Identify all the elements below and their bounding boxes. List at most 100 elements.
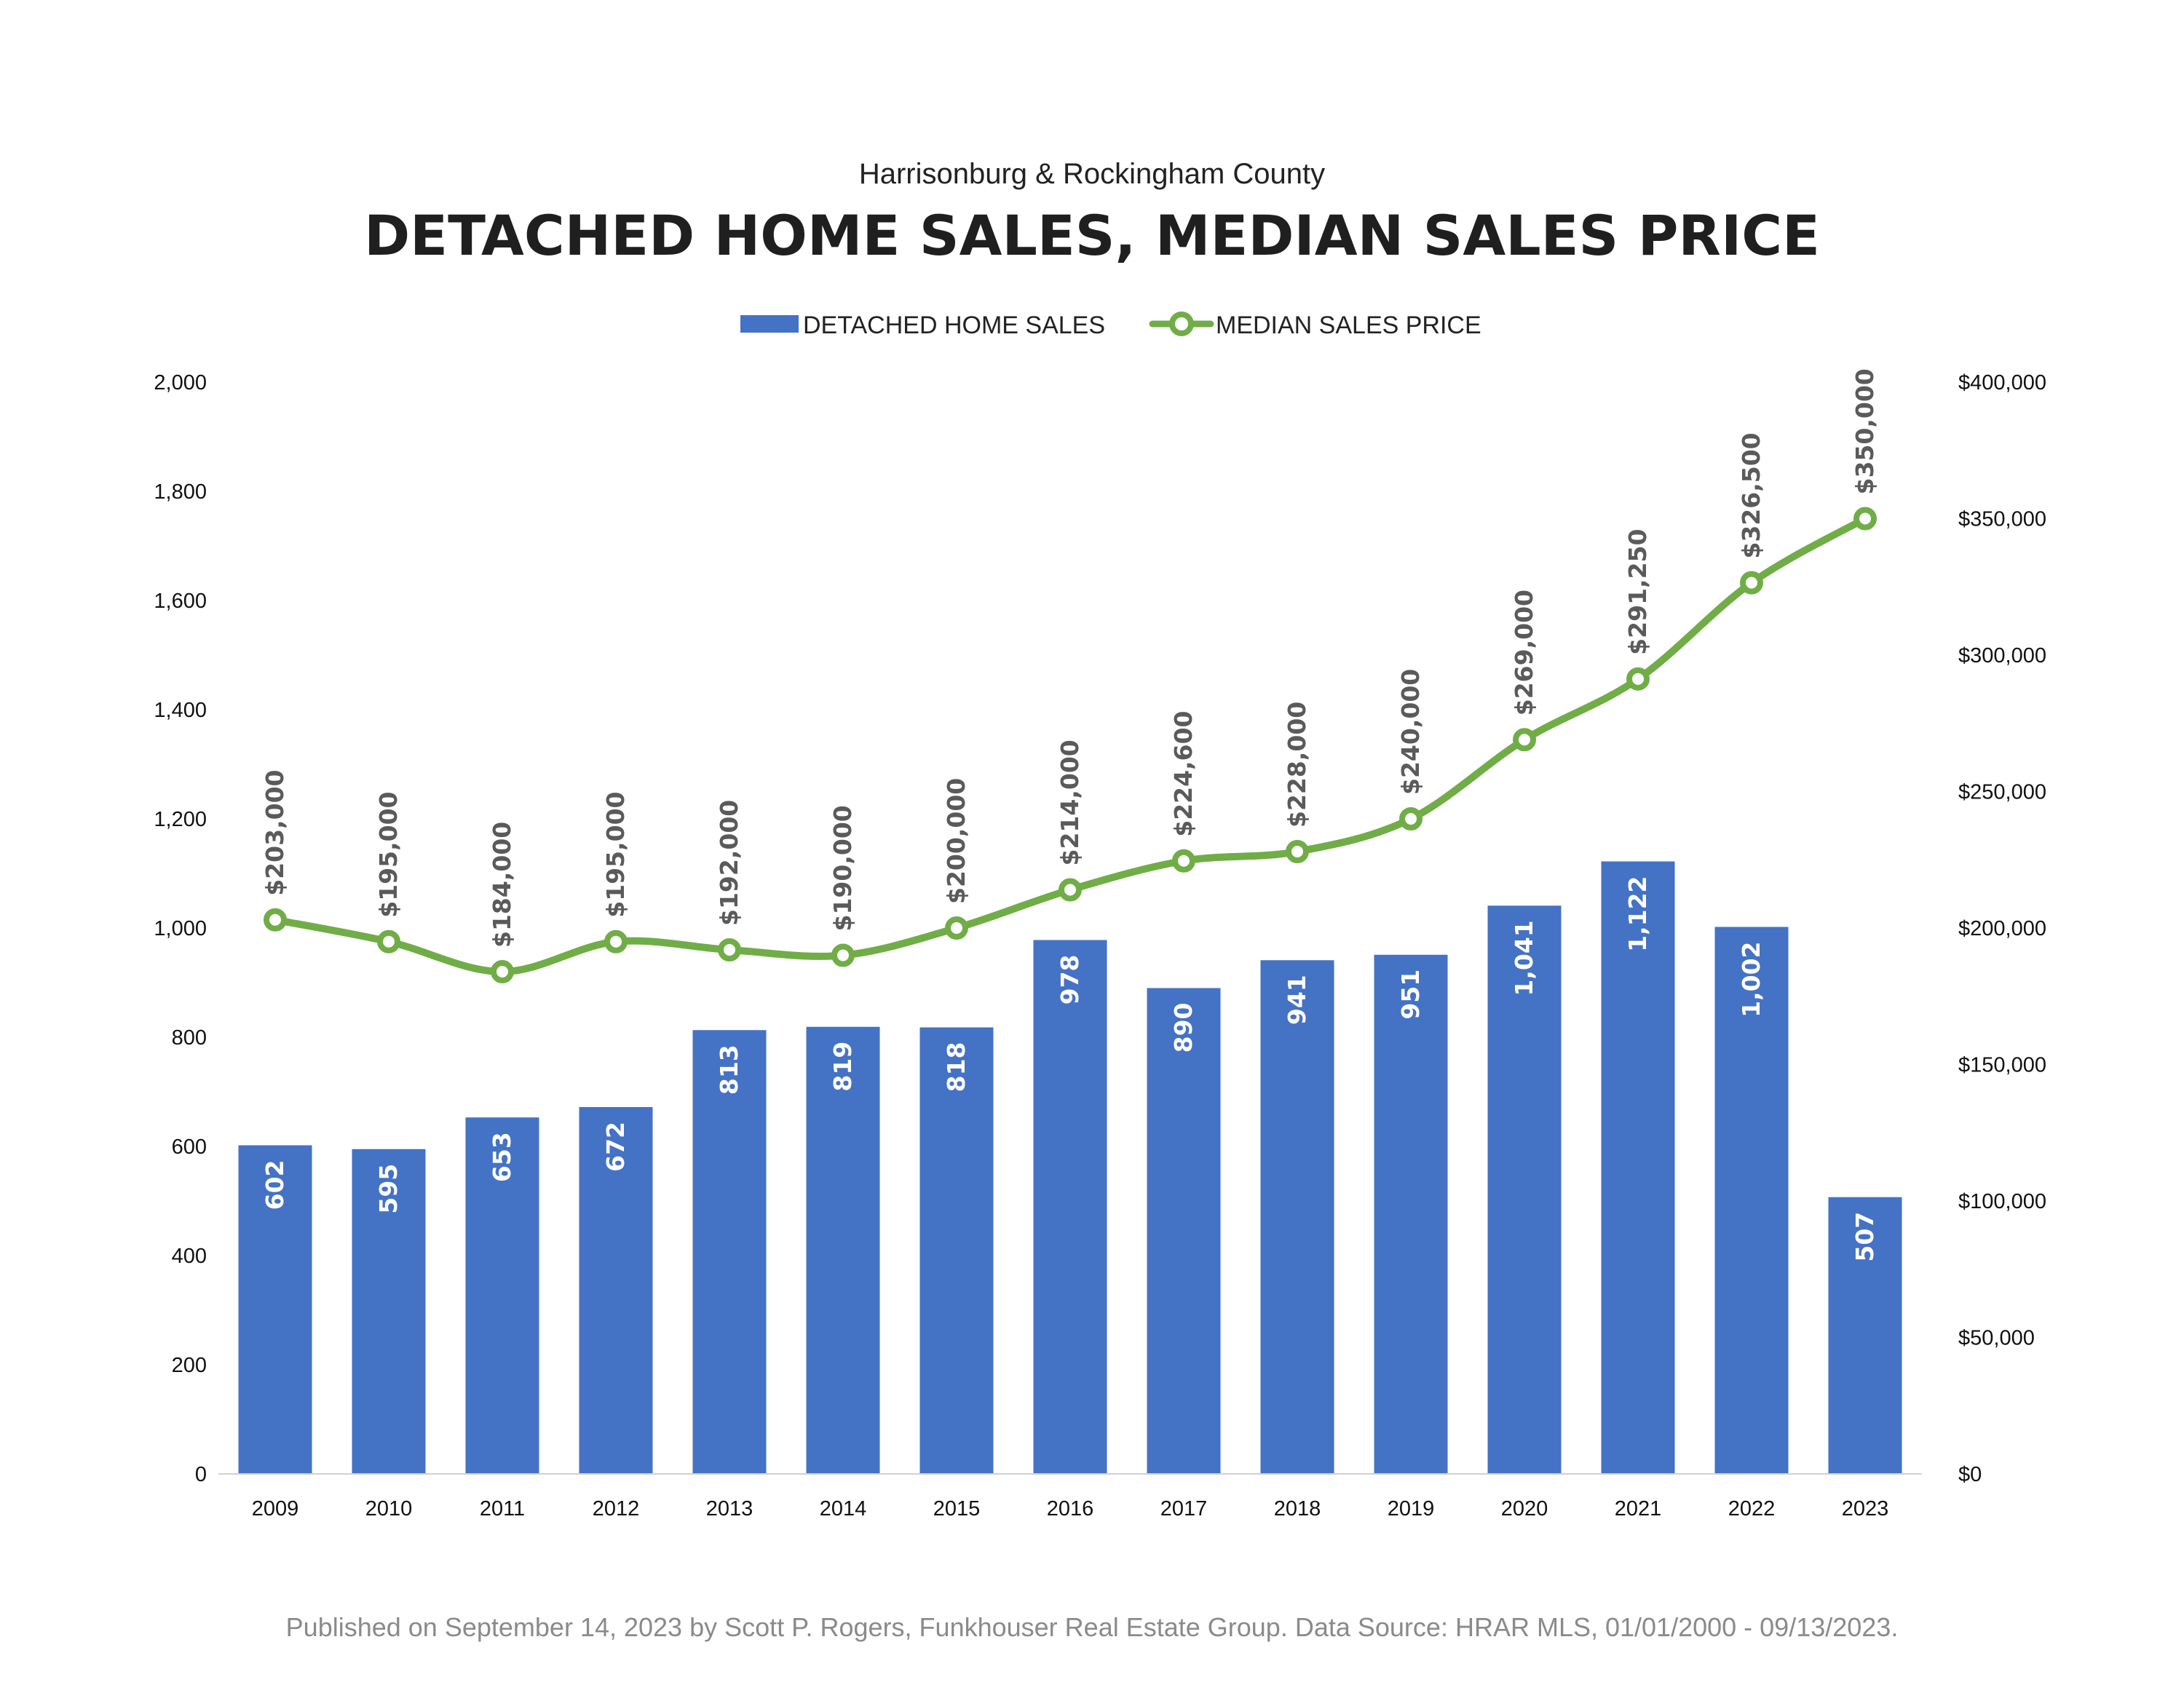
x-tick-label: 2009 — [252, 1497, 299, 1521]
line-series: $203,000 $195,000 $184,000 $195,000 $192,000… — [261, 368, 1879, 983]
y-right-tick-label: $100,000 — [1958, 1190, 2046, 1213]
legend-swatch-marker — [1169, 312, 1194, 336]
bar-data-label: 819 — [828, 1042, 857, 1092]
y-left-tick-label: 200 — [172, 1354, 207, 1377]
y-left-tick-label: 1,400 — [154, 699, 207, 722]
x-axis: 2009 2010 2011 2012 2013 2014 2015 2016 2017 2018… — [252, 1497, 1889, 1521]
line-marker-2009 — [264, 908, 287, 932]
line-data-label: $228,000 — [1283, 702, 1311, 828]
bar-2016 — [1033, 940, 1107, 1474]
bar-2021 — [1601, 861, 1675, 1474]
line-data-label: $192,000 — [715, 800, 743, 926]
bar-data-label: 941 — [1283, 975, 1311, 1025]
line-marker-2017 — [1172, 849, 1195, 873]
y-axis-right: $0 $50,000 $100,000 $150,000 $200,000 $250,00… — [1958, 371, 2046, 1486]
bar-2017 — [1147, 988, 1221, 1474]
bar-data-label: 818 — [942, 1042, 970, 1093]
y-right-tick-label: $400,000 — [1958, 371, 2046, 395]
y-left-tick-label: 400 — [172, 1245, 207, 1268]
x-tick-label: 2021 — [1615, 1497, 1662, 1521]
legend-label-bar: DETACHED HOME SALES — [803, 312, 1105, 339]
y-left-tick-label: 1,200 — [154, 808, 207, 831]
y-right-tick-label: $200,000 — [1958, 917, 2046, 940]
bar-2012 — [579, 1107, 653, 1474]
y-right-tick-label: $50,000 — [1958, 1327, 2035, 1350]
line-marker-2012 — [604, 929, 628, 953]
line-data-label: $195,000 — [601, 791, 630, 917]
y-left-tick-label: 1,000 — [154, 917, 207, 940]
bar-2018 — [1260, 960, 1334, 1474]
line-marker-2015 — [945, 916, 968, 940]
footer-source-note: Published on September 14, 2023 by Scott… — [286, 1612, 1899, 1642]
y-right-tick-label: $250,000 — [1958, 781, 2046, 804]
legend: DETACHED HOME SALES MEDIAN SALES PRICE — [740, 312, 1481, 339]
line-marker-2010 — [377, 929, 400, 953]
y-left-tick-label: 1,600 — [154, 590, 207, 613]
y-left-tick-label: 2,000 — [154, 371, 207, 395]
bar-data-label: 951 — [1396, 970, 1425, 1020]
y-right-tick-label: $150,000 — [1958, 1054, 2046, 1077]
bar-2023 — [1828, 1197, 1902, 1474]
bar-data-label: 602 — [261, 1160, 289, 1210]
line-data-label: $195,000 — [374, 791, 403, 917]
x-tick-label: 2011 — [480, 1497, 525, 1521]
line-marker-2018 — [1286, 840, 1309, 863]
line-marker-2013 — [718, 938, 741, 962]
bar-data-label: 978 — [1056, 955, 1084, 1005]
x-tick-label: 2018 — [1274, 1497, 1321, 1521]
line-marker-2021 — [1626, 667, 1650, 691]
line-data-label: $291,250 — [1623, 529, 1652, 655]
bar-2019 — [1374, 954, 1448, 1474]
x-tick-label: 2010 — [365, 1497, 413, 1521]
line-marker-2014 — [831, 943, 855, 967]
bar-data-label: 672 — [601, 1122, 630, 1172]
line-marker-2022 — [1740, 571, 1763, 595]
line-marker-2020 — [1513, 728, 1536, 752]
y-left-tick-label: 0 — [195, 1463, 207, 1486]
x-tick-label: 2013 — [706, 1497, 753, 1521]
line-marker-2016 — [1059, 878, 1082, 902]
bar-2013 — [692, 1030, 767, 1474]
line-marker-2019 — [1399, 807, 1423, 830]
bar-data-label: 653 — [488, 1132, 516, 1182]
y-left-tick-label: 1,800 — [154, 480, 207, 504]
x-tick-label: 2015 — [933, 1497, 981, 1521]
legend-label-line: MEDIAN SALES PRICE — [1216, 312, 1481, 339]
y-right-tick-label: $300,000 — [1958, 644, 2046, 667]
bar-series: 602 595 653 672 813 819 818 978 890 941 951 1,041 1,… — [238, 861, 1902, 1474]
chart-title: DETACHED HOME SALES, MEDIAN SALES PRICE — [364, 203, 1820, 268]
x-tick-label: 2023 — [1842, 1497, 1889, 1521]
x-tick-label: 2012 — [593, 1497, 640, 1521]
line-data-label: $350,000 — [1851, 368, 1879, 494]
y-right-tick-label: $350,000 — [1958, 508, 2046, 531]
bar-2015 — [919, 1027, 994, 1474]
x-tick-label: 2019 — [1388, 1497, 1435, 1521]
bar-data-label: 507 — [1851, 1212, 1879, 1262]
y-right-tick-label: $0 — [1958, 1463, 1982, 1486]
line-marker-2011 — [491, 960, 514, 983]
bar-2014 — [806, 1026, 880, 1474]
y-axis-left: 0 200 400 600 800 1,000 1,200 1,400 1,600 1,800 2,… — [154, 371, 207, 1486]
bar-data-label: 595 — [374, 1164, 403, 1214]
bar-data-label: 1,002 — [1737, 942, 1765, 1018]
bar-2022 — [1714, 927, 1789, 1474]
bar-2011 — [465, 1117, 539, 1474]
bar-data-label: 1,041 — [1510, 920, 1538, 996]
legend-swatch-bar — [740, 315, 799, 333]
bar-data-label: 890 — [1169, 1003, 1198, 1053]
x-tick-label: 2020 — [1501, 1497, 1548, 1521]
line-data-label: $200,000 — [942, 778, 970, 904]
line-data-label: $240,000 — [1396, 669, 1425, 795]
bar-2020 — [1487, 905, 1562, 1474]
line-marker-2023 — [1853, 507, 1877, 531]
median-price-line — [272, 515, 1869, 975]
line-data-label: $269,000 — [1510, 590, 1538, 715]
bar-data-label: 1,122 — [1623, 876, 1652, 952]
chart-subtitle: Harrisonburg & Rockingham County — [859, 158, 1325, 190]
x-tick-label: 2016 — [1047, 1497, 1094, 1521]
bar-2010 — [352, 1149, 426, 1474]
line-data-label: $190,000 — [828, 805, 857, 931]
x-tick-label: 2014 — [820, 1497, 867, 1521]
